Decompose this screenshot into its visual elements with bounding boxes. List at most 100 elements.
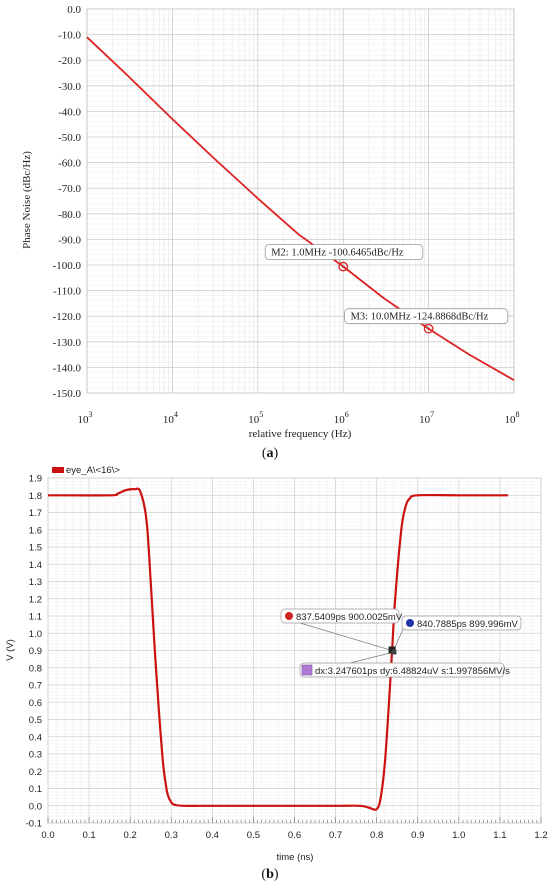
x-tick-label: 0.7 xyxy=(329,830,342,841)
delta-label: dx:3.247601ps dy:6.48824uV s:1.997856MV/… xyxy=(315,666,510,677)
marker-label: 837.5409ps 900.0025mV xyxy=(296,612,403,623)
marker-point xyxy=(423,323,434,334)
y-tick-label: 0.6 xyxy=(29,698,42,709)
y-tick-label: -80.0 xyxy=(58,209,81,221)
y-tick-label: 0.0 xyxy=(67,4,81,16)
y-tick-label: -10.0 xyxy=(58,30,81,42)
delta-label-box xyxy=(299,662,505,678)
legend-label: eye_A\<16\> xyxy=(66,465,120,476)
plot-frame xyxy=(86,8,515,394)
marker-label-box xyxy=(264,244,424,261)
legend: eye_A\<16\> xyxy=(52,465,120,476)
x-tick-labels: 103 104 105 106 107 108 xyxy=(78,410,520,426)
x-tick-label: 0.5 xyxy=(247,830,260,841)
y-tick-label: 0.9 xyxy=(29,646,42,657)
y-tick-label: -90.0 xyxy=(58,234,81,246)
y-axis-title: Phase Noise (dBc/Hz) xyxy=(21,151,33,249)
y-tick-label: -100.0 xyxy=(53,260,82,272)
x-tick-label: 0.0 xyxy=(41,830,54,841)
y-tick-label: -0.1 xyxy=(26,819,42,830)
markers: 837.5409ps 900.0025mV 840.7885ps 899.996m… xyxy=(280,608,522,678)
y-tick-label: 1.2 xyxy=(29,594,42,605)
y-tick-label: 0.2 xyxy=(29,767,42,778)
y-tick-label: 1.0 xyxy=(29,629,42,640)
y-tick-label: 1.8 xyxy=(29,491,42,502)
y-tick-label: -150.0 xyxy=(53,388,82,400)
grid xyxy=(47,477,542,824)
y-tick-label: -40.0 xyxy=(58,106,81,118)
y-tick-label: 0.7 xyxy=(29,681,42,692)
x-axis-title: relative frequency (Hz) xyxy=(249,428,352,440)
phase-noise-chart: 0.0 -10.0 -20.0 -30.0 -40.0 -50.0 -60.0 -70.0 -8… xyxy=(21,4,520,440)
x-tick-label: 0.1 xyxy=(82,830,95,841)
y-tick-label: 0.4 xyxy=(29,732,42,743)
markers: M2: 1.0MHz -100.6465dBc/Hz M3: 10.0MHz -1… xyxy=(264,244,509,334)
x-tick-label: 107 xyxy=(419,410,434,426)
x-tick-label: 1.2 xyxy=(534,830,547,841)
x-tick-label: 106 xyxy=(334,410,349,426)
y-tick-label: -20.0 xyxy=(58,55,81,67)
marker-icon xyxy=(406,619,414,627)
x-tick-label: 105 xyxy=(248,410,263,426)
marker-label-box xyxy=(280,608,400,624)
y-tick-label: -110.0 xyxy=(53,286,82,298)
x-tick-label: 0.6 xyxy=(288,830,301,841)
y-tick-label: -50.0 xyxy=(58,132,81,144)
marker-icon xyxy=(285,612,293,620)
y-tick-label: 0.0 xyxy=(29,801,42,812)
x-tick-label: 1.0 xyxy=(452,830,465,841)
y-tick-label: -70.0 xyxy=(58,183,81,195)
marker-label: M2: 1.0MHz -100.6465dBc/Hz xyxy=(271,248,404,259)
eye-series-line xyxy=(47,487,509,811)
grid xyxy=(86,8,515,394)
x-tick-label: 0.9 xyxy=(411,830,424,841)
caption-b: (b) xyxy=(261,867,278,882)
y-tick-label: 0.8 xyxy=(29,663,42,674)
x-tick-label: 0.2 xyxy=(124,830,137,841)
delta-icon xyxy=(301,664,313,676)
y-tick-label: 1.4 xyxy=(29,560,42,571)
y-tick-label: -60.0 xyxy=(58,158,81,170)
y-tick-label: 1.3 xyxy=(29,577,42,588)
y-tick-label: 1.7 xyxy=(29,508,42,519)
y-tick-label: -30.0 xyxy=(58,81,81,93)
y-tick-label: 0.1 xyxy=(29,784,42,795)
x-tick-labels: 0.0 0.1 0.2 0.3 0.4 0.5 0.6 0.7 0.8 0.9 1.0 1.1 1.2 xyxy=(41,830,547,841)
y-tick-labels: 1.9 1.8 1.7 1.6 1.5 1.4 1.3 1.2 1.1 1.0 0.9 0.8 0.7 0… xyxy=(26,474,42,830)
phase-noise-series-line xyxy=(86,36,515,381)
x-tick-label: 104 xyxy=(163,410,178,426)
y-tick-label: 1.6 xyxy=(29,525,42,536)
x-tick-label: 103 xyxy=(78,410,93,426)
marker-dot xyxy=(427,327,430,330)
y-tick-label: 1.5 xyxy=(29,543,42,554)
marker-label: 840.7885ps 899.996mV xyxy=(417,619,519,630)
x-axis-title: time (ns) xyxy=(277,852,314,863)
marker-label-box xyxy=(344,308,509,325)
y-tick-label: 1.1 xyxy=(29,612,42,623)
x-tick-label: 0.4 xyxy=(206,830,219,841)
y-tick-label: -140.0 xyxy=(53,362,82,374)
transient-chart: 1.91.81.71.61.51.41.31.21.11.00.90.80.70… xyxy=(5,465,548,863)
marker-leader xyxy=(393,624,406,651)
marker-point xyxy=(391,649,397,655)
marker-dot xyxy=(342,265,345,268)
y-tick-label: 0.5 xyxy=(29,715,42,726)
y-tick-label: 0.3 xyxy=(29,750,42,761)
marker-label-box xyxy=(401,615,522,631)
y-axis-title: V (V) xyxy=(5,639,16,661)
marker-point xyxy=(338,261,349,272)
x-tick-label: 0.8 xyxy=(370,830,383,841)
y-tick-label: 1.9 xyxy=(29,474,42,485)
caption-a: (a) xyxy=(262,446,279,461)
marker-label: M3: 10.0MHz -124.8868dBc/Hz xyxy=(351,312,489,323)
legend-swatch xyxy=(52,467,64,473)
x-tick-label: 1.1 xyxy=(493,830,506,841)
y-tick-labels: 0.0 -10.0 -20.0 -30.0 -40.0 -50.0 -60.0 -70.0 -8… xyxy=(53,4,82,400)
y-tick-label: -130.0 xyxy=(53,337,82,349)
x-tick-label: 108 xyxy=(505,410,520,426)
y-tick-label: -120.0 xyxy=(53,311,82,323)
marker-leader xyxy=(349,652,393,664)
x-tick-label: 0.3 xyxy=(165,830,178,841)
marker-leader xyxy=(289,619,393,651)
